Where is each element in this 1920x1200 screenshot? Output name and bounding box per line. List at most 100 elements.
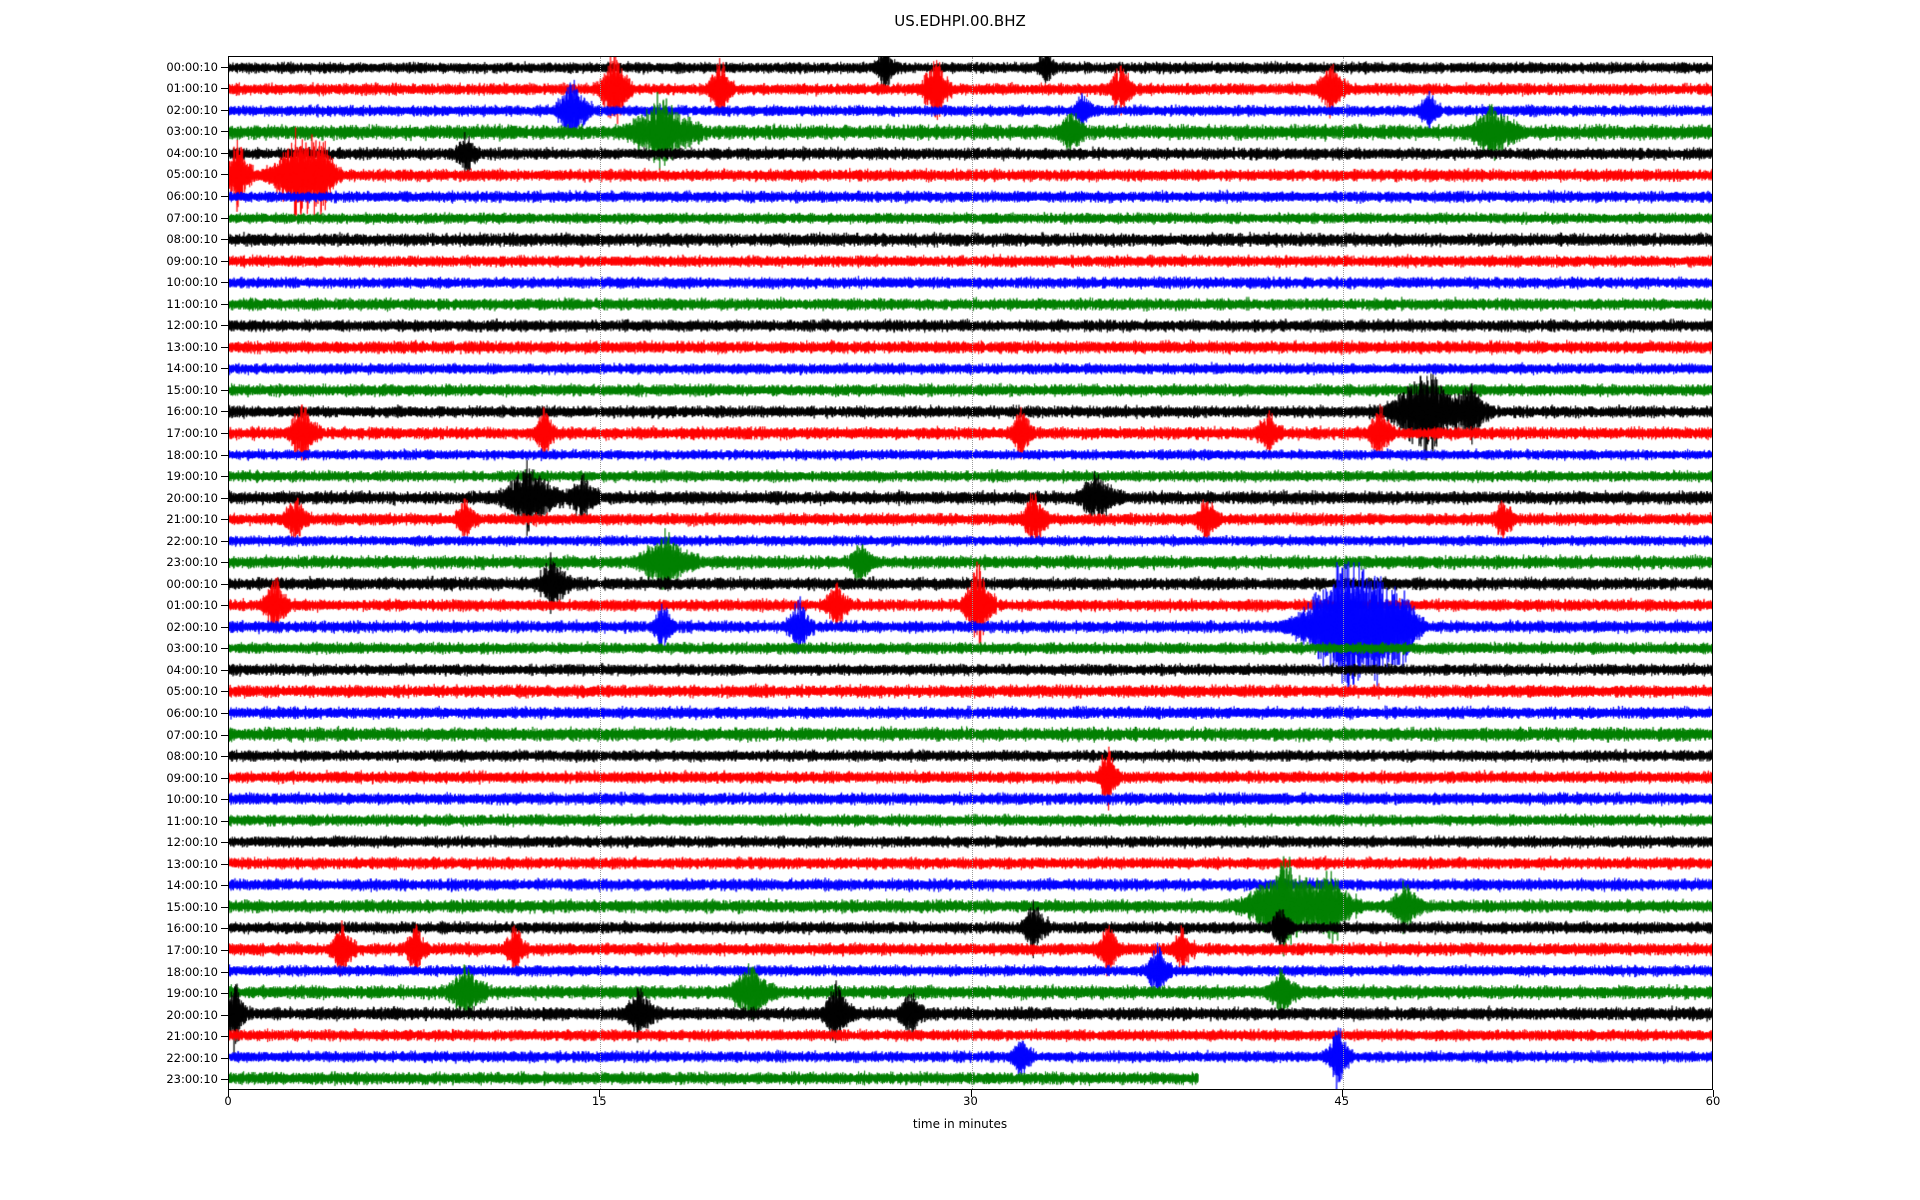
y-tick-label: 18:00:10 — [166, 964, 218, 979]
x-tick-mark — [1713, 1090, 1714, 1097]
y-tick-label: 12:00:10 — [166, 318, 218, 333]
y-tick-label: 00:00:10 — [166, 59, 218, 74]
y-tick-mark — [221, 152, 228, 154]
y-tick-mark — [221, 906, 228, 908]
y-tick-mark — [221, 88, 228, 90]
y-tick-label: 01:00:10 — [166, 81, 218, 96]
x-tick-mark — [970, 1090, 972, 1097]
y-tick-mark — [221, 196, 228, 198]
gridline — [600, 57, 602, 1089]
y-tick-mark — [221, 476, 228, 478]
y-tick-label: 11:00:10 — [166, 296, 218, 311]
y-tick-mark — [221, 562, 228, 564]
y-tick-mark — [221, 368, 228, 370]
y-tick-label: 10:00:10 — [166, 792, 218, 807]
y-tick-mark — [221, 131, 228, 133]
y-tick-label: 20:00:10 — [166, 1007, 218, 1022]
y-tick-label: 16:00:10 — [166, 921, 218, 936]
y-tick-label: 04:00:10 — [166, 145, 218, 160]
x-tick-mark — [228, 1090, 229, 1097]
y-tick-label: 05:00:10 — [166, 167, 218, 182]
y-tick-mark — [221, 1014, 228, 1016]
y-tick-label: 23:00:10 — [166, 1072, 218, 1087]
x-tick-label: 30 — [963, 1094, 978, 1108]
y-tick-mark — [221, 1079, 228, 1081]
y-tick-label: 18:00:10 — [166, 447, 218, 462]
plot-axes — [228, 56, 1713, 1090]
y-tick-label: 01:00:10 — [166, 598, 218, 613]
y-tick-mark — [221, 325, 228, 327]
y-tick-label: 12:00:10 — [166, 835, 218, 850]
y-tick-label: 07:00:10 — [166, 727, 218, 742]
y-tick-label: 09:00:10 — [166, 253, 218, 268]
y-tick-label: 22:00:10 — [166, 1050, 218, 1065]
chart-title: US.EDHPI.00.BHZ — [894, 12, 1026, 30]
y-tick-mark — [221, 109, 228, 111]
y-tick-label: 20:00:10 — [166, 490, 218, 505]
y-tick-mark — [221, 346, 228, 348]
y-tick-mark — [221, 282, 228, 284]
seismogram-traces — [229, 57, 1712, 1089]
y-tick-label: 02:00:10 — [166, 102, 218, 117]
y-tick-label: 19:00:10 — [166, 469, 218, 484]
x-tick-mark — [1341, 1090, 1343, 1097]
y-tick-label: 14:00:10 — [166, 878, 218, 893]
x-tick-label: 45 — [1334, 1094, 1350, 1108]
y-tick-mark — [221, 1036, 228, 1038]
y-tick-mark — [221, 174, 228, 176]
y-tick-label: 21:00:10 — [166, 512, 218, 527]
y-tick-label: 03:00:10 — [166, 124, 218, 139]
y-tick-mark — [221, 885, 228, 887]
y-tick-label: 13:00:10 — [166, 856, 218, 871]
y-tick-mark — [221, 66, 228, 68]
y-tick-mark — [221, 411, 228, 413]
y-tick-mark — [221, 497, 228, 499]
x-axis-label: time in minutes — [912, 1117, 1008, 1131]
y-tick-label: 04:00:10 — [166, 662, 218, 677]
y-tick-label: 22:00:10 — [166, 533, 218, 548]
y-tick-mark — [221, 713, 228, 715]
y-tick-mark — [221, 863, 228, 865]
y-tick-mark — [221, 777, 228, 779]
y-tick-mark — [221, 648, 228, 650]
y-tick-mark — [221, 605, 228, 607]
y-tick-mark — [221, 519, 228, 521]
y-tick-label: 15:00:10 — [166, 382, 218, 397]
y-tick-label: 02:00:10 — [166, 619, 218, 634]
y-tick-label: 14:00:10 — [166, 361, 218, 376]
y-tick-mark — [221, 1057, 228, 1059]
y-tick-label: 23:00:10 — [166, 555, 218, 570]
y-tick-mark — [221, 303, 228, 305]
y-tick-label: 15:00:10 — [166, 899, 218, 914]
x-tick-label: 60 — [1705, 1094, 1721, 1108]
y-tick-label: 05:00:10 — [166, 684, 218, 699]
y-tick-mark — [221, 799, 228, 801]
x-tick-mark — [599, 1090, 601, 1097]
y-tick-mark — [221, 971, 228, 973]
y-tick-mark — [221, 949, 228, 951]
y-tick-label: 03:00:10 — [166, 641, 218, 656]
y-tick-mark — [221, 432, 228, 434]
y-tick-mark — [221, 217, 228, 219]
y-tick-mark — [221, 626, 228, 628]
gridline — [1342, 57, 1344, 1089]
y-tick-label: 08:00:10 — [166, 232, 218, 247]
y-tick-mark — [221, 583, 228, 585]
y-tick-label: 09:00:10 — [166, 770, 218, 785]
y-tick-mark — [221, 691, 228, 693]
y-tick-label: 00:00:10 — [166, 576, 218, 591]
y-tick-label: 16:00:10 — [166, 404, 218, 419]
y-tick-mark — [221, 842, 228, 844]
y-tick-label: 10:00:10 — [166, 275, 218, 290]
y-tick-label: 21:00:10 — [166, 1029, 218, 1044]
y-tick-mark — [221, 820, 228, 822]
y-tick-mark — [221, 734, 228, 736]
y-tick-mark — [221, 540, 228, 542]
y-tick-mark — [221, 669, 228, 671]
y-tick-mark — [221, 454, 228, 456]
y-tick-label: 13:00:10 — [166, 339, 218, 354]
x-tick-label: 15 — [591, 1094, 607, 1108]
y-tick-label: 17:00:10 — [166, 942, 218, 957]
y-tick-mark — [221, 928, 228, 930]
